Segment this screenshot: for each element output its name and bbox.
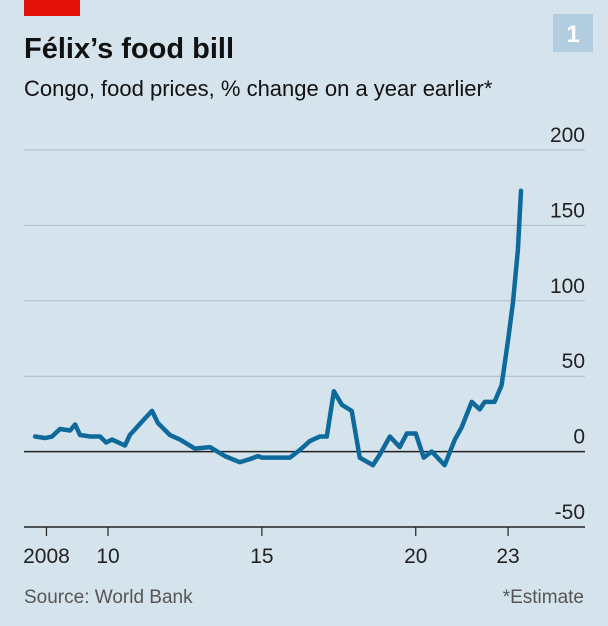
x-tick-label: 10 xyxy=(96,545,119,568)
y-tick-label: 0 xyxy=(573,426,585,449)
chart-subtitle: Congo, food prices, % change on a year e… xyxy=(24,76,493,101)
y-tick-label: 150 xyxy=(550,199,585,222)
x-tick-label: 23 xyxy=(496,545,519,568)
y-tick-label: 50 xyxy=(562,350,585,373)
badge: 1 xyxy=(566,21,579,48)
x-tick-label: 20 xyxy=(404,545,427,568)
line-series xyxy=(32,188,524,468)
y-tick-label: 100 xyxy=(550,275,585,298)
x-tick-label: 2008 xyxy=(23,545,70,568)
red-tag xyxy=(24,0,80,16)
y-tick-label: -50 xyxy=(555,501,585,524)
chart-title: Félix’s food bill xyxy=(24,33,234,65)
y-tick-label: 200 xyxy=(550,124,585,147)
source: Source: World Bank xyxy=(24,587,193,608)
note: *Estimate xyxy=(503,587,584,608)
x-tick-label: 15 xyxy=(250,545,273,568)
badge-box xyxy=(553,14,593,52)
